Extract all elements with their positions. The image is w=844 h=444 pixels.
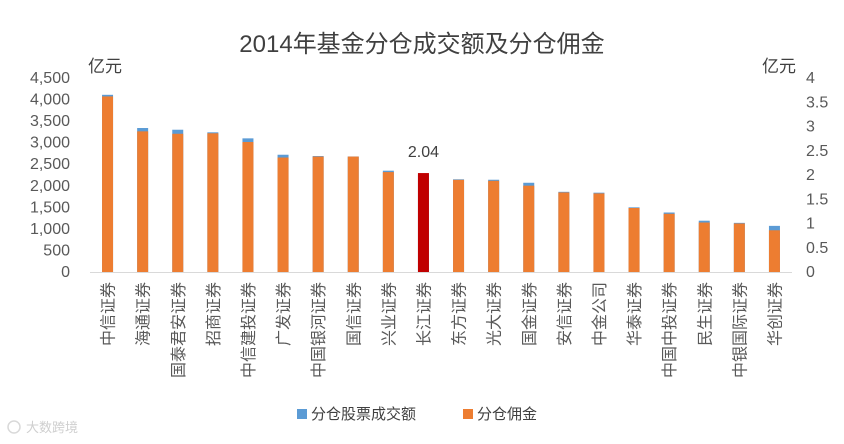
category-label: 华泰证券: [626, 282, 644, 346]
left-axis-unit: 亿元: [88, 57, 122, 76]
bar-commission: [137, 131, 149, 272]
bar-commission: [277, 157, 289, 272]
right-axis-unit: 亿元: [762, 57, 796, 76]
series-commission: [102, 96, 780, 273]
right-axis-tick-label: 3.5: [806, 94, 828, 111]
watermark-text: 大数跨境: [26, 420, 78, 435]
left-axis-tick-label: 500: [43, 242, 70, 259]
category-label: 长江证券: [415, 282, 433, 346]
category-label: 光大证券: [486, 282, 504, 346]
right-axis-tick-label: 0.5: [806, 240, 828, 257]
category-label: 中金公司: [591, 282, 609, 346]
bar-commission: [242, 142, 254, 272]
chart-title: 2014年基金分仓成交额及分仓佣金: [239, 31, 604, 58]
bar-commission: [172, 133, 184, 272]
category-label: 兴业证券: [380, 282, 398, 346]
data-labels: 2.04: [408, 144, 439, 161]
legend-label-commission: 分仓佣金: [477, 406, 537, 423]
legend-swatch-trade-volume: [297, 409, 307, 419]
bar-commission: [698, 222, 710, 272]
category-label: 东方证券: [451, 282, 469, 346]
left-axis-tick-label: 1,000: [30, 221, 70, 238]
left-axis-tick-label: 2,500: [30, 156, 70, 173]
watermark-logo-icon: [7, 420, 21, 434]
bar-commission: [523, 185, 535, 272]
category-label: 国泰君安证券: [170, 282, 188, 378]
series-trade-volume: [102, 94, 780, 273]
category-labels: 中信证券 海通证券 国泰君安证券 招商证券 中信建投证券 广发证券 中国银河证券 国信证券 兴业…: [100, 282, 785, 378]
legend-label-trade-volume: 分仓股票成交额: [311, 405, 416, 423]
right-axis-tick-label: 4: [806, 70, 815, 87]
right-axis-ticks: 0 0.5 1 1.5 2 2.5 3 3.5 4: [806, 70, 828, 281]
category-label: 安信证券: [556, 282, 574, 346]
bar-commission: [733, 223, 745, 272]
category-label: 民生证券: [696, 282, 714, 346]
left-axis-tick-label: 1,500: [30, 199, 70, 216]
right-axis-tick-label: 0: [806, 264, 815, 281]
category-label: 广发证券: [275, 282, 293, 346]
watermark: 大数跨境: [7, 420, 78, 435]
category-label: 中银国际证券: [731, 282, 749, 378]
bar-commission: [663, 213, 675, 272]
bar-commission: [628, 207, 640, 272]
right-axis-tick-label: 3: [806, 119, 815, 136]
bar-commission: [102, 96, 114, 273]
bar-commission: [347, 156, 359, 272]
legend-swatch-commission: [463, 409, 473, 419]
category-label: 中国银河证券: [310, 282, 328, 378]
category-label: 中信证券: [100, 282, 118, 346]
left-axis-tick-label: 2,000: [30, 178, 70, 195]
category-label: 国金证券: [521, 282, 539, 346]
left-axis-tick-label: 4,500: [30, 70, 70, 87]
category-label: 海通证券: [135, 282, 153, 346]
left-axis-tick-label: 3,000: [30, 135, 70, 152]
category-label: 招商证券: [205, 282, 223, 346]
left-axis-tick-label: 4,000: [30, 92, 70, 109]
category-label: 国信证券: [345, 282, 363, 346]
bar-commission: [312, 156, 324, 272]
bar-commission: [488, 180, 500, 272]
bar-commission: [768, 230, 780, 272]
bar-commission: [453, 179, 465, 272]
right-axis-tick-label: 1.5: [806, 191, 828, 208]
category-label: 中国中投证券: [661, 282, 679, 378]
bar-commission: [417, 173, 429, 272]
bar-commission: [558, 192, 570, 272]
right-axis-tick-label: 2.5: [806, 143, 828, 160]
right-axis-tick-label: 1: [806, 216, 815, 233]
right-axis-tick-label: 2: [806, 167, 815, 184]
left-axis-tick-label: 0: [61, 264, 70, 281]
bar-commission: [593, 193, 605, 272]
bar-commission: [207, 133, 219, 272]
left-axis-ticks: 0 500 1,000 1,500 2,000 2,500 3,000 3,500 4,000 4…: [30, 70, 70, 281]
category-label: 中信建投证券: [240, 282, 258, 378]
bar-commission: [382, 172, 394, 272]
data-label-highlight: 2.04: [408, 144, 439, 161]
left-axis-tick-label: 3,500: [30, 113, 70, 130]
category-label: 华创证券: [766, 282, 784, 346]
legend: 分仓股票成交额 分仓佣金: [297, 405, 537, 423]
